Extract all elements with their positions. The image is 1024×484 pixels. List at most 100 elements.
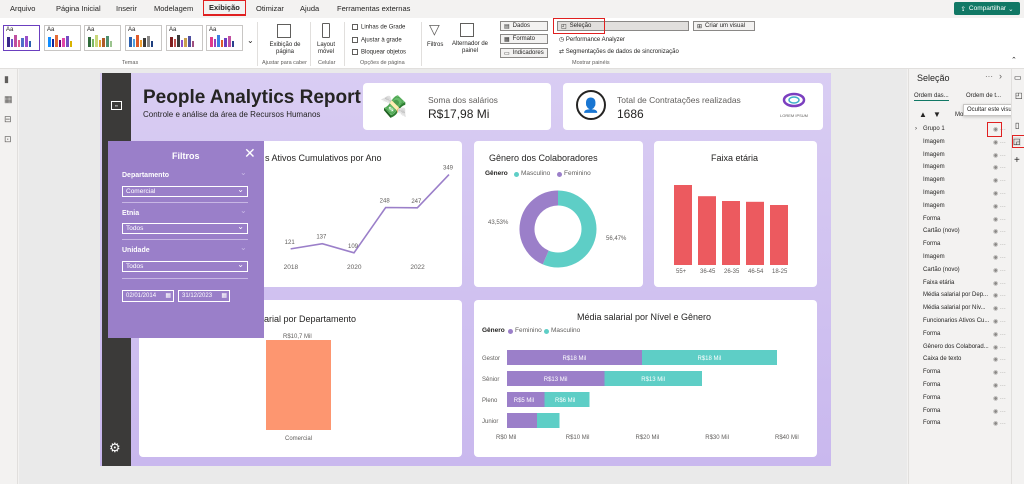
close-icon[interactable]: ✕ xyxy=(244,145,256,161)
chevron-down-icon[interactable]: ⌄ xyxy=(240,206,247,215)
layer-item[interactable]: Imagem ◉ ··· xyxy=(909,190,1012,202)
more-options-icon[interactable]: ··· xyxy=(985,72,993,81)
performance-analyzer-button[interactable]: ◷ Performance Analyzer xyxy=(559,37,625,43)
visibility-eye-icon[interactable]: ◉ ··· xyxy=(993,191,1006,197)
visibility-eye-icon[interactable]: ◉ ··· xyxy=(993,165,1006,172)
menu-inserir[interactable]: Inserir xyxy=(116,4,137,13)
layer-item[interactable]: › Grupo 1 ◉ ··· xyxy=(909,126,1012,138)
visibility-eye-icon[interactable]: ◉ ··· xyxy=(993,178,1006,185)
layer-item[interactable]: Cartão (novo) ◉ ··· xyxy=(909,228,1012,240)
visibility-eye-icon[interactable]: ◉ ··· xyxy=(993,421,1006,428)
mobile-layout-button[interactable]: Layout móvel xyxy=(316,42,335,55)
selection-pane-button[interactable]: ◰ Seleção xyxy=(557,21,689,31)
layer-item[interactable]: Imagem ◉ ··· xyxy=(909,254,1012,266)
date-end-input[interactable]: 31/12/2023 ▦ xyxy=(178,290,230,302)
layer-item[interactable]: Forma ◉ ··· xyxy=(909,216,1012,228)
theme-tile-3[interactable]: Aa xyxy=(84,25,121,51)
create-visual-button[interactable]: ⊞ Criar um visual xyxy=(693,21,755,31)
snap-grid-checkbox[interactable]: Ajustar à grade xyxy=(352,37,402,44)
themes-dropdown-icon[interactable]: ⌄ xyxy=(247,36,254,45)
layer-item[interactable]: Forma ◉ ··· xyxy=(909,408,1012,420)
visibility-eye-icon[interactable]: ◉ ··· xyxy=(993,280,1006,287)
visibility-eye-icon[interactable]: ◉ ··· xyxy=(993,267,1006,274)
kpi-card-salaries[interactable]: 💸 Soma dos salários R$17,98 Mi xyxy=(363,83,551,130)
settings-gear-icon[interactable]: ⚙ xyxy=(109,440,121,455)
visibility-eye-icon[interactable]: ◉ ··· xyxy=(993,203,1006,210)
chevron-down-icon[interactable]: ⌄ xyxy=(240,243,247,252)
layer-item[interactable]: Imagem ◉ ··· xyxy=(909,164,1012,176)
ethnicity-select[interactable]: Todos xyxy=(122,222,248,234)
visibility-eye-icon[interactable]: ◉ ··· xyxy=(993,152,1006,159)
visibility-eye-icon[interactable]: ◉ ··· xyxy=(993,127,1006,133)
menu-exibicao[interactable]: Exibição xyxy=(203,0,246,16)
layer-item[interactable]: Caixa de texto ◉ ··· xyxy=(909,356,1012,368)
visibility-eye-icon[interactable]: ◉ ··· xyxy=(993,293,1006,300)
page-view-button[interactable]: Exibição de página xyxy=(269,42,301,55)
layer-item[interactable]: Forma ◉ ··· xyxy=(909,395,1012,407)
menu-otimizar[interactable]: Otimizar xyxy=(256,4,284,13)
layer-item[interactable]: Forma ◉ ··· xyxy=(909,382,1012,394)
model-view-icon[interactable]: ⊟ xyxy=(4,114,12,124)
visibility-eye-icon[interactable]: ◉ ··· xyxy=(993,357,1006,364)
kpi-card-hires[interactable]: 👤 Total de Contratações realizadas 1686 … xyxy=(563,83,823,130)
visibility-eye-icon[interactable]: ◉ ··· xyxy=(993,395,1006,402)
visibility-eye-icon[interactable]: ◉ ··· xyxy=(993,383,1006,389)
date-start-input[interactable]: 02/01/2014 ▦ xyxy=(122,290,174,302)
visibility-eye-icon[interactable]: ◉ ··· xyxy=(993,229,1006,236)
visibility-eye-icon[interactable]: ◉ ··· xyxy=(993,139,1006,146)
ribbon-collapse-icon[interactable]: ⌃ xyxy=(1011,57,1017,64)
age-chart-card[interactable]: Faixa etária 55+ 36-45 26-35 46-54 18-25 xyxy=(654,141,817,287)
gridlines-checkbox[interactable]: Linhas de Grade xyxy=(352,24,405,31)
move-up-icon[interactable]: ▲ xyxy=(919,110,927,119)
donut-chart-card[interactable]: Gênero dos Colaboradores Gênero Masculin… xyxy=(474,141,643,287)
menu-ajuda[interactable]: Ajuda xyxy=(300,4,320,13)
menu-arquivo[interactable]: Arquivo xyxy=(10,4,36,13)
chevron-right-icon[interactable]: › xyxy=(915,126,917,132)
filters-pane-icon[interactable]: ▭ xyxy=(1014,73,1022,82)
bookmark-icon[interactable]: ▯ xyxy=(1015,121,1020,130)
visibility-eye-icon[interactable]: ◉ ··· xyxy=(993,319,1006,325)
chevron-down-icon[interactable]: ⌄ xyxy=(240,168,247,177)
theme-tile-5[interactable]: Aa xyxy=(166,25,203,51)
layer-item[interactable]: Gênero dos Colaborad... ◉ ··· xyxy=(909,344,1012,356)
chevron-right-icon[interactable]: › xyxy=(999,71,1002,81)
layer-item[interactable]: Faixa etária ◉ ··· xyxy=(909,280,1012,292)
dax-query-icon[interactable]: ⊡ xyxy=(4,134,12,144)
theme-tile-1[interactable]: Aa xyxy=(3,25,40,51)
menu-pagina-inicial[interactable]: Página Inicial xyxy=(56,4,101,13)
visibility-eye-icon[interactable]: ◉ ··· xyxy=(993,331,1006,338)
visibility-eye-icon[interactable]: ◉ ··· xyxy=(993,216,1006,223)
visibility-eye-icon[interactable]: ◉ ··· xyxy=(993,255,1006,261)
tab-layer-order[interactable]: Ordem das... xyxy=(914,93,949,101)
level-salary-card[interactable]: Média salarial por Nível e Gênero Gênero… xyxy=(474,300,817,457)
unit-select[interactable]: Todos xyxy=(122,260,248,272)
theme-tile-4[interactable]: Aa xyxy=(125,25,162,51)
data-pane-button[interactable]: ▤ Dados xyxy=(500,21,548,31)
layer-item[interactable]: Cartão (novo) ◉ ··· xyxy=(909,267,1012,279)
indicators-pane-button[interactable]: ▭ Indicadores xyxy=(500,48,548,58)
selection-icon[interactable]: ◲ xyxy=(1013,137,1021,146)
layer-item[interactable]: Média salarial por Nív... ◉ ··· xyxy=(909,305,1012,317)
visibility-eye-icon[interactable]: ◉ ··· xyxy=(993,408,1006,415)
department-select[interactable]: Comercial xyxy=(122,185,248,197)
layer-item[interactable]: Imagem ◉ ··· xyxy=(909,203,1012,215)
visibility-eye-icon[interactable]: ◉ ··· xyxy=(993,344,1006,351)
move-down-icon[interactable]: ▼ xyxy=(933,110,941,119)
layer-item[interactable]: Média salarial por Dep... ◉ ··· xyxy=(909,292,1012,304)
add-icon[interactable]: + xyxy=(1014,155,1020,166)
sync-slicers-button[interactable]: ⇄ Segmentações de dados de sincronização xyxy=(559,49,679,55)
table-view-icon[interactable]: ▦ xyxy=(4,94,13,104)
menu-ferramentas-externas[interactable]: Ferramentas externas xyxy=(337,4,411,13)
layer-item[interactable]: Imagem ◉ ··· xyxy=(909,177,1012,189)
layer-item[interactable]: Forma ◉ ··· xyxy=(909,369,1012,381)
theme-tile-2[interactable]: Aa xyxy=(44,25,81,51)
layer-item[interactable]: Funcionarios Ativos Cu... ◉ ··· xyxy=(909,318,1012,330)
layer-item[interactable]: Forma ◉ ··· xyxy=(909,420,1012,432)
share-button[interactable]: ⇪ Compartilhar ⌄ xyxy=(954,2,1020,15)
report-view-icon[interactable]: ▮ xyxy=(4,74,9,84)
layer-item[interactable]: Forma ◉ ··· xyxy=(909,241,1012,253)
layer-item[interactable]: Imagem ◉ ··· xyxy=(909,152,1012,164)
visibility-eye-icon[interactable]: ◉ ··· xyxy=(993,242,1006,249)
panel-switch-button[interactable]: Alternador de painel xyxy=(451,41,489,54)
theme-tile-6[interactable]: Aa xyxy=(206,25,243,51)
